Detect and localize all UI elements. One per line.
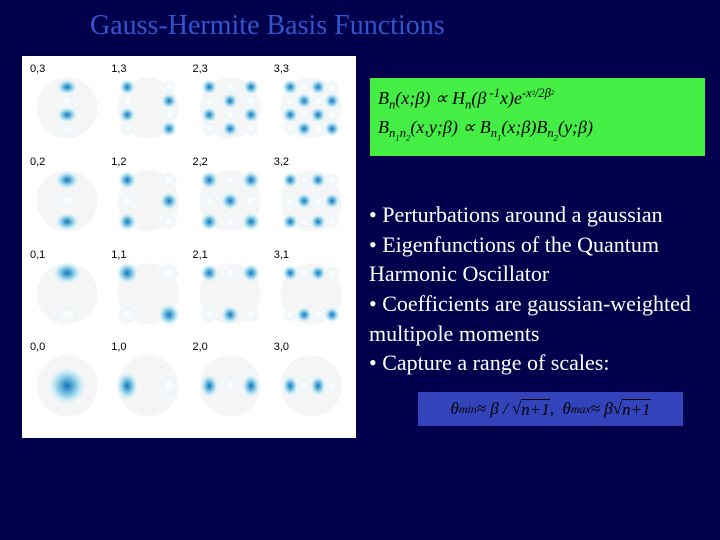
- basis-cell: 2,1: [190, 248, 270, 340]
- basis-cell: 2,0: [190, 340, 270, 432]
- cell-label: 3,0: [274, 341, 289, 353]
- cell-label: 0,1: [30, 249, 45, 261]
- equation-2d: Bn1n2(x,y;β) ∝ Bn1(x;β)Bn2(y;β): [378, 114, 697, 145]
- basis-cell: 0,0: [27, 340, 107, 432]
- basis-functions-grid: 0,3 1,3 2,3 3,3 0,2 1,2 2,2 3,2 0,1 1,1 2,1 3,1 0,0 1…: [22, 56, 356, 438]
- cell-label: 1,2: [111, 156, 126, 168]
- basis-viz: [27, 155, 107, 247]
- cell-label: 0,2: [30, 156, 45, 168]
- basis-viz: [271, 155, 351, 247]
- cell-label: 3,1: [274, 249, 289, 261]
- basis-viz: [271, 248, 351, 340]
- basis-viz: [190, 340, 270, 432]
- basis-viz: [27, 248, 107, 340]
- cell-label: 2,0: [193, 341, 208, 353]
- basis-cell: 2,3: [190, 62, 270, 154]
- basis-viz: [108, 248, 188, 340]
- basis-viz: [108, 340, 188, 432]
- cell-label: 1,1: [111, 249, 126, 261]
- bullet-item: • Capture a range of scales:: [369, 348, 704, 378]
- basis-cell: 3,3: [271, 62, 351, 154]
- cell-label: 2,3: [193, 63, 208, 75]
- bullet-item: • Eigenfunctions of the Quantum Harmonic…: [369, 230, 704, 289]
- basis-viz: [190, 248, 270, 340]
- cell-label: 3,3: [274, 63, 289, 75]
- basis-cell: 1,3: [108, 62, 188, 154]
- equation-1d: Bn(x;β) ∝ Hn(β -1x)e-x²/2β²: [378, 84, 697, 114]
- cell-label: 1,3: [111, 63, 126, 75]
- basis-viz: [108, 155, 188, 247]
- basis-viz: [190, 62, 270, 154]
- basis-viz: [108, 62, 188, 154]
- bullet-list: • Perturbations around a gaussian• Eigen…: [369, 200, 704, 378]
- basis-viz: [27, 340, 107, 432]
- cell-label: 3,2: [274, 156, 289, 168]
- basis-cell: 2,2: [190, 155, 270, 247]
- basis-viz: [271, 62, 351, 154]
- bullet-item: • Coefficients are gaussian-weighted mul…: [369, 289, 704, 348]
- basis-viz: [190, 155, 270, 247]
- basis-cell: 3,2: [271, 155, 351, 247]
- cell-label: 2,2: [193, 156, 208, 168]
- basis-cell: 1,1: [108, 248, 188, 340]
- cell-label: 1,0: [111, 341, 126, 353]
- basis-viz: [271, 340, 351, 432]
- basis-cell: 0,1: [27, 248, 107, 340]
- cell-label: 0,0: [30, 341, 45, 353]
- scale-equation: θmin ≈ β / √n+1, θmax ≈ β√n+1: [418, 392, 683, 426]
- basis-cell: 3,0: [271, 340, 351, 432]
- basis-cell: 0,3: [27, 62, 107, 154]
- basis-cell: 3,1: [271, 248, 351, 340]
- basis-cell: 1,2: [108, 155, 188, 247]
- cell-label: 2,1: [193, 249, 208, 261]
- basis-cell: 0,2: [27, 155, 107, 247]
- cell-label: 0,3: [30, 63, 45, 75]
- basis-cell: 1,0: [108, 340, 188, 432]
- bullet-item: • Perturbations around a gaussian: [369, 200, 704, 230]
- equations-box: Bn(x;β) ∝ Hn(β -1x)e-x²/2β² Bn1n2(x,y;β)…: [370, 78, 705, 156]
- slide-title: Gauss-Hermite Basis Functions: [90, 10, 445, 42]
- basis-viz: [27, 62, 107, 154]
